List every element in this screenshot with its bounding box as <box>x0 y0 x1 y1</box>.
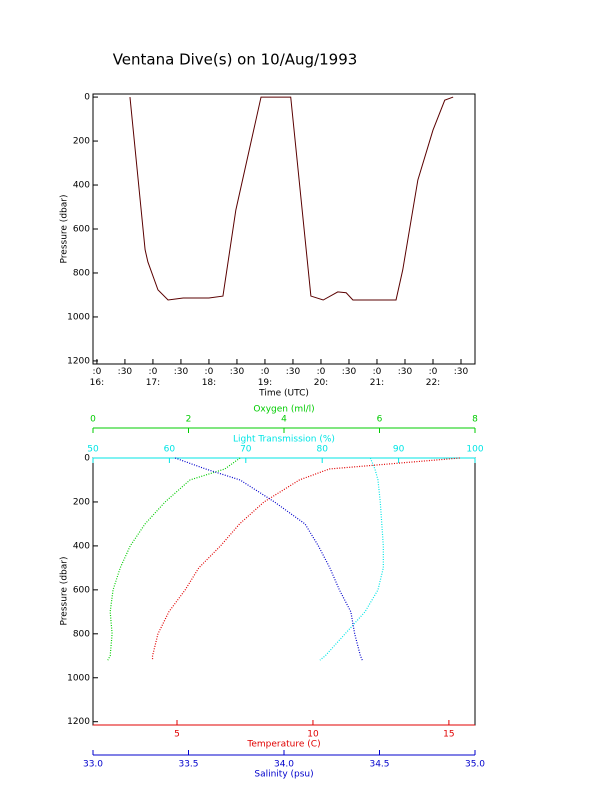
x-axis-label: Light Transmission (%) <box>233 435 335 445</box>
chart-title: Ventana Dive(s) on 10/Aug/1993 <box>113 51 358 69</box>
x-tick-label: :0 16: <box>90 367 104 388</box>
x-tick-label: :0 17: <box>146 367 160 388</box>
x-axis-label: Salinity (psu) <box>254 770 313 780</box>
y-axis-label: Pressure (dbar) <box>60 195 70 264</box>
x-tick-label: 70 <box>240 445 252 455</box>
x-tick-label: 35.0 <box>465 760 485 770</box>
x-tick-label: 5 <box>174 730 180 740</box>
y-tick-label: 800 <box>73 268 90 278</box>
y-tick-label: 0 <box>84 93 90 103</box>
profile-line <box>107 457 241 661</box>
x-tick-label: :0 18: <box>202 367 216 388</box>
x-tick-label: 34.5 <box>369 760 389 770</box>
x-tick-label: 90 <box>393 445 405 455</box>
x-tick-label: 2 <box>186 415 192 425</box>
pressure-line <box>129 96 454 301</box>
y-tick-label: 200 <box>73 497 90 507</box>
x-tick-label: :0 21: <box>370 367 384 388</box>
x-tick-label: 8 <box>472 415 478 425</box>
y-tick-label: 1200 <box>67 717 90 727</box>
x-tick-label: 4 <box>281 415 287 425</box>
x-tick-label: 10 <box>307 730 319 740</box>
x-tick-label: 34.0 <box>274 760 294 770</box>
y-tick-label: 1000 <box>67 673 90 683</box>
x-tick-label: 100 <box>466 445 483 455</box>
x-tick-label: 60 <box>164 445 176 455</box>
x-tick-label: 6 <box>377 415 383 425</box>
profile-line <box>174 457 363 661</box>
x-tick-label: :30 <box>118 367 133 377</box>
plot-frame <box>92 93 476 365</box>
y-tick-label: 400 <box>73 181 90 191</box>
y-tick-label: 1000 <box>67 312 90 322</box>
x-tick-label: 33.5 <box>178 760 198 770</box>
x-tick-label: 15 <box>443 730 454 740</box>
x-tick-label: :30 <box>398 367 413 377</box>
x-axis-label: Oxygen (ml/l) <box>253 405 314 415</box>
x-tick-label: :30 <box>286 367 301 377</box>
x-tick-label: :0 22: <box>426 367 440 388</box>
x-tick-label: :30 <box>454 367 469 377</box>
profile-line <box>319 457 384 661</box>
y-tick-label: 200 <box>73 137 90 147</box>
x-tick-label: :0 20: <box>314 367 328 388</box>
x-tick-label: :30 <box>342 367 357 377</box>
y-tick-label: 400 <box>73 541 90 551</box>
y-axis-label: Pressure (dbar) <box>60 557 70 626</box>
y-tick-label: 800 <box>73 629 90 639</box>
x-tick-label: :30 <box>230 367 245 377</box>
profile-line <box>151 457 460 661</box>
x-tick-label: :0 19: <box>258 367 272 388</box>
plot-frame <box>92 457 476 726</box>
y-tick-label: 0 <box>84 454 90 464</box>
x-tick-label: :30 <box>174 367 189 377</box>
x-tick-label: 80 <box>316 445 328 455</box>
x-tick-label: 33.0 <box>83 760 103 770</box>
y-tick-label: 1200 <box>67 356 90 366</box>
y-tick-label: 600 <box>73 585 90 595</box>
x-axis-label: Temperature (C) <box>246 740 320 750</box>
x-tick-label: 50 <box>87 445 99 455</box>
x-axis-label: Time (UTC) <box>258 389 309 399</box>
x-tick-label: 0 <box>90 415 96 425</box>
y-tick-label: 600 <box>73 225 90 235</box>
